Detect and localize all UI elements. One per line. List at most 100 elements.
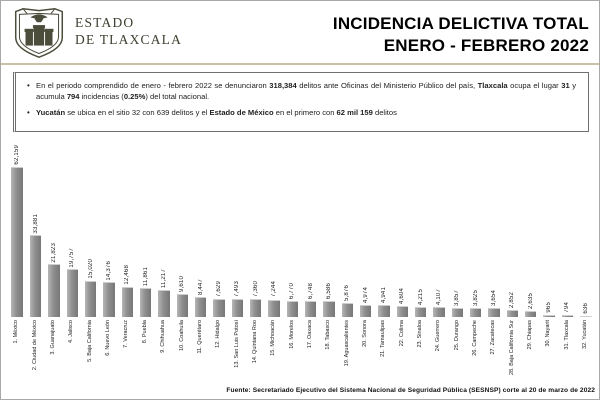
bar-value-label: 5,876 <box>344 284 351 301</box>
x-axis-label: 2. Ciudad de México <box>31 320 38 371</box>
x-axis-label: 3. Guanajuato <box>50 320 57 355</box>
bar-value-label: 6,586 <box>326 283 333 300</box>
bar <box>561 315 574 317</box>
bar-value-label: 965 <box>546 302 553 313</box>
bar <box>103 282 115 317</box>
bar-column: 4,974 <box>357 139 375 317</box>
bar-column: 7,360 <box>246 139 264 317</box>
bar-column: 5,876 <box>338 139 356 317</box>
bar <box>286 300 298 317</box>
x-axis-label: 7. Veracruz <box>123 320 130 348</box>
bar-column: 794 <box>558 139 576 317</box>
bar <box>158 289 170 317</box>
bar-column: 6,748 <box>302 139 320 317</box>
bar <box>194 296 207 317</box>
bar <box>121 286 133 317</box>
bar <box>415 306 427 317</box>
bar-column: 6,770 <box>283 139 301 317</box>
bar-value-label: 4,604 <box>399 287 406 304</box>
bar <box>323 301 335 317</box>
bar-value-label: 2,635 <box>527 292 534 309</box>
x-axis-label-cell: 29. Chiapas <box>522 317 540 380</box>
x-axis-label-cell: 12. Hidalgo <box>210 317 228 380</box>
x-axis-label: 25. Durango <box>453 320 460 351</box>
x-axis-label-cell: 13. San Luis Potosí <box>228 317 246 380</box>
bar-value-label: 12,468 <box>124 265 131 285</box>
x-axis-label: 17. Oaxaca <box>306 320 313 349</box>
bar-column: 636 <box>577 139 595 317</box>
x-axis-label-cell: 17. Oaxaca <box>302 317 320 380</box>
x-axis-label-cell: 19. Aguascalientes <box>338 317 356 380</box>
bar-column: 7,244 <box>265 139 283 317</box>
summary-box: En el periodo comprendido de enero - feb… <box>13 72 589 132</box>
bar-value-label: 3,654 <box>491 290 498 307</box>
x-axis-label-cell: 24. Guerrero <box>430 317 448 380</box>
x-axis-labels: 1. México 2. Ciudad de México 3. Guanajuat… <box>8 317 595 380</box>
bar-column: 3,825 <box>467 139 485 317</box>
bar-column: 11,217 <box>155 139 173 317</box>
x-axis-label-cell: 14. Quintana Roo <box>246 317 264 380</box>
x-axis-label: 14. Quintana Roo <box>251 320 258 364</box>
x-axis-label-cell: 1. México <box>8 317 26 380</box>
x-axis-label-cell: 28. Baja California Sur <box>503 317 521 380</box>
bar <box>341 302 354 317</box>
x-axis-label-cell: 21. Tamaulipas <box>375 317 393 380</box>
bar-column: 3,857 <box>448 139 466 317</box>
bar-value-label: 4,107 <box>436 289 443 306</box>
bar <box>29 235 42 317</box>
x-axis-label: 16. Morelos <box>288 320 295 349</box>
bar <box>268 299 280 317</box>
x-axis-label: 27. Zacatecas <box>490 320 497 355</box>
bar-value-label: 4,215 <box>417 288 424 305</box>
x-axis-label: 30. Nayarit <box>545 320 552 347</box>
x-axis-label: 12. Hidalgo <box>215 320 222 348</box>
bar-value-label: 15,020 <box>87 259 94 279</box>
bar-columns: 62,159 33,881 21,823 19,757 15,020 14,376 12,4… <box>8 139 595 317</box>
bar <box>139 288 152 317</box>
bar-column: 6,586 <box>320 139 338 317</box>
x-axis-label-cell: 6. Nuevo León <box>100 317 118 380</box>
x-axis-label-cell: 23. Sinaloa <box>412 317 430 380</box>
x-axis-label-cell: 3. Guanajuato <box>45 317 63 380</box>
bar <box>580 315 592 317</box>
bar-value-label: 7,629 <box>215 280 222 297</box>
bar-column: 4,941 <box>375 139 393 317</box>
x-axis-label-cell: 30. Nayarit <box>540 317 558 380</box>
bar-value-label: 2,852 <box>509 292 516 309</box>
bar <box>66 269 78 317</box>
bar <box>451 307 464 317</box>
bar <box>11 167 23 317</box>
bar-column: 21,823 <box>45 139 63 317</box>
bar-chart: 62,159 33,881 21,823 19,757 15,020 14,376 12,4… <box>8 139 595 379</box>
bar-value-label: 7,360 <box>252 281 259 298</box>
bar-column: 9,610 <box>173 139 191 317</box>
bar-value-label: 19,757 <box>69 247 76 268</box>
x-axis-label-cell: 32. Yucatán <box>577 317 595 380</box>
x-axis-label: 21. Tamaulipas <box>380 320 387 357</box>
x-axis-label-cell: 26. Campeche <box>467 317 485 380</box>
bar <box>433 307 445 317</box>
brand-name: ESTADO DE TLAXCALA <box>75 15 182 49</box>
bar <box>360 305 372 317</box>
x-axis-label: 13. San Luis Potosí <box>233 320 240 368</box>
bar-value-label: 3,825 <box>472 289 479 306</box>
x-axis-label: 32. Yucatán <box>582 320 589 349</box>
x-axis-label: 29. Chiapas <box>527 320 534 350</box>
summary-bullets: En el periodo comprendido de enero - feb… <box>24 80 576 119</box>
bar-column: 4,215 <box>412 139 430 317</box>
x-axis-label-cell: 27. Zacatecas <box>485 317 503 380</box>
x-axis-label-cell: 18. Tabasco <box>320 317 338 380</box>
bar-value-label: 8,447 <box>197 278 204 295</box>
x-axis-label: 15. Michoacán <box>270 320 277 356</box>
title-line1: INCIDENCIA DELICTIVA TOTAL <box>332 14 589 33</box>
bar-value-label: 6,770 <box>289 282 296 299</box>
summary-bullet: En el periodo comprendido de enero - feb… <box>27 80 576 103</box>
bar-value-label: 7,244 <box>270 281 277 298</box>
bar-value-label: 4,941 <box>381 287 388 304</box>
x-axis-label: 11. Querétaro <box>196 320 203 354</box>
source-note: Fuente: Secretariado Ejecutivo del Siste… <box>226 387 595 394</box>
x-axis-label-cell: 5. Baja California <box>81 317 99 380</box>
x-axis-label: 20. Sonora <box>361 320 368 347</box>
bar <box>84 280 97 317</box>
bar <box>396 305 409 317</box>
